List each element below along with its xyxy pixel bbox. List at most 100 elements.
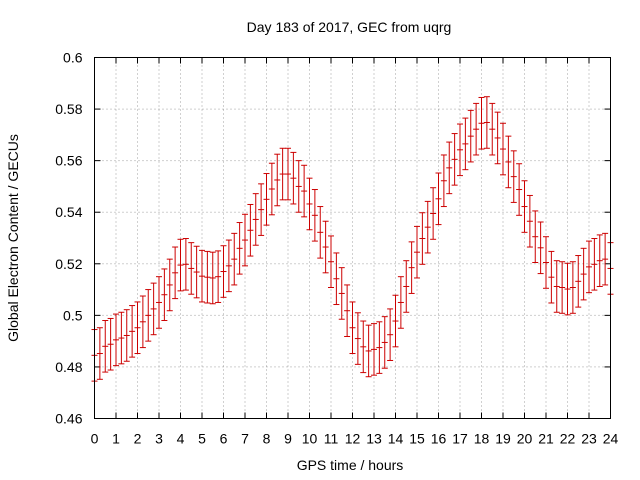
error-bar-point: [354, 312, 361, 365]
x-tick-label: 19: [495, 431, 511, 447]
error-bar-point: [435, 172, 442, 226]
error-bar-point: [182, 238, 189, 291]
error-bar-point: [113, 313, 119, 367]
grid-lines: [94, 57, 611, 419]
error-bar-point: [328, 235, 334, 289]
error-bar-point: [268, 162, 275, 216]
error-bar-point: [392, 294, 399, 348]
error-bar-point: [505, 135, 512, 189]
error-bar-point: [311, 189, 318, 242]
error-bar-point: [123, 309, 130, 362]
chart-title: Day 183 of 2017, GEC from uqrg: [247, 19, 452, 35]
error-bar-point: [403, 260, 410, 313]
y-tick-label: 0.48: [55, 359, 82, 375]
x-axis-label: GPS time / hours: [297, 457, 404, 473]
error-bar-point: [516, 163, 523, 216]
error-bar-point: [580, 247, 587, 301]
x-tick-label: 6: [220, 431, 228, 447]
error-bar-point: [231, 232, 238, 286]
y-tick-label: 0.6: [63, 50, 83, 66]
error-bar-point: [96, 327, 103, 380]
x-tick-label: 8: [263, 431, 271, 447]
x-tick-label: 11: [324, 431, 339, 447]
error-bar-point: [118, 311, 125, 365]
error-bar-point: [258, 183, 265, 236]
error-bar-point: [306, 177, 313, 231]
error-bar-point: [360, 320, 367, 374]
error-bar-point: [102, 320, 109, 373]
error-bar-point: [591, 238, 598, 291]
x-tick-label: 22: [560, 431, 576, 447]
error-bar-point: [274, 153, 281, 207]
y-tick-label: 0.54: [55, 204, 82, 220]
error-bar-point: [510, 150, 517, 203]
y-axis-label: Global Electron Content / GECUs: [5, 134, 21, 342]
data-series: [91, 96, 614, 382]
error-bar-point: [371, 323, 377, 376]
x-tick-label: 12: [345, 431, 361, 447]
error-bar-point: [301, 164, 308, 218]
x-tick-label: 7: [241, 431, 249, 447]
x-tick-label: 13: [366, 431, 382, 447]
y-tick-labels: 0.46 0.48 0.5 0.52 0.54 0.56 0.58 0.6: [55, 50, 82, 427]
error-bar-point: [543, 236, 549, 289]
error-bar-point: [215, 250, 222, 303]
error-bar-point: [430, 187, 437, 240]
error-bar-point: [564, 262, 571, 316]
error-bar-point: [107, 317, 114, 371]
x-tick-label: 10: [302, 431, 318, 447]
error-bar-point: [559, 261, 566, 314]
error-bar-point: [139, 295, 146, 349]
y-tick-label: 0.46: [55, 411, 82, 427]
y-tick-label: 0.58: [55, 101, 82, 117]
x-tick-label: 18: [474, 431, 490, 447]
error-bar-point: [333, 252, 340, 306]
x-tick-labels: 0 1 2 3 4 5 6 7 8 9 10 11 12 13 14 15 16 17 18 19 20 21 22 23 24: [91, 431, 619, 447]
x-tick-label: 20: [517, 431, 533, 447]
x-tick-label: 16: [431, 431, 447, 447]
x-tick-label: 0: [91, 431, 99, 447]
error-bar-point: [451, 133, 458, 186]
x-tick-label: 14: [388, 431, 404, 447]
error-bar-point: [376, 321, 383, 374]
error-bar-point: [532, 210, 539, 263]
error-bar-point: [596, 234, 603, 287]
error-bar-point: [553, 260, 560, 313]
x-tick-label: 23: [581, 431, 597, 447]
error-bar-point: [602, 232, 609, 286]
error-bar-point: [236, 222, 243, 275]
error-bar-point: [204, 250, 211, 304]
error-bar-point: [483, 96, 490, 149]
x-tick-label: 15: [409, 431, 425, 447]
error-bar-point: [242, 213, 248, 267]
x-tick-label: 21: [538, 431, 554, 447]
x-tick-label: 2: [134, 431, 142, 447]
x-tick-label: 9: [284, 431, 292, 447]
error-bar-point: [188, 242, 195, 295]
error-bar-point: [317, 206, 324, 259]
error-bar-point: [263, 173, 270, 226]
plot-frame: [94, 57, 611, 419]
error-bar-point: [177, 238, 184, 292]
error-bar-point: [548, 250, 555, 304]
y-tick-label: 0.52: [55, 256, 82, 272]
error-bar-point: [500, 122, 506, 176]
error-bar-point: [457, 123, 463, 177]
error-bar-point: [387, 308, 394, 361]
error-bar-point: [150, 282, 157, 336]
error-bar-point: [414, 225, 420, 279]
error-bar-point: [172, 246, 179, 300]
error-bar-point: [134, 301, 141, 355]
y-tick-label: 0.56: [55, 153, 82, 169]
error-bar-point: [494, 111, 501, 165]
error-bar-point: [349, 301, 356, 355]
error-bar-point: [586, 240, 592, 294]
error-bar-point: [473, 102, 480, 156]
error-bar-point: [290, 151, 297, 205]
error-bar-point: [247, 203, 254, 257]
error-bar-point: [322, 220, 329, 274]
error-bar-point: [285, 147, 291, 201]
error-bar-point: [419, 212, 426, 265]
error-bar-point: [156, 276, 162, 329]
